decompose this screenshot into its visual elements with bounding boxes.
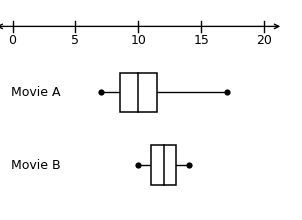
Text: 15: 15	[193, 34, 209, 47]
Text: 20: 20	[256, 34, 272, 47]
Bar	[151, 145, 176, 185]
Text: 5: 5	[72, 34, 79, 47]
Text: Movie A: Movie A	[11, 86, 60, 99]
Text: Movie B: Movie B	[11, 158, 60, 172]
Bar	[120, 73, 157, 112]
Text: 10: 10	[130, 34, 146, 47]
Text: 0: 0	[8, 34, 17, 47]
